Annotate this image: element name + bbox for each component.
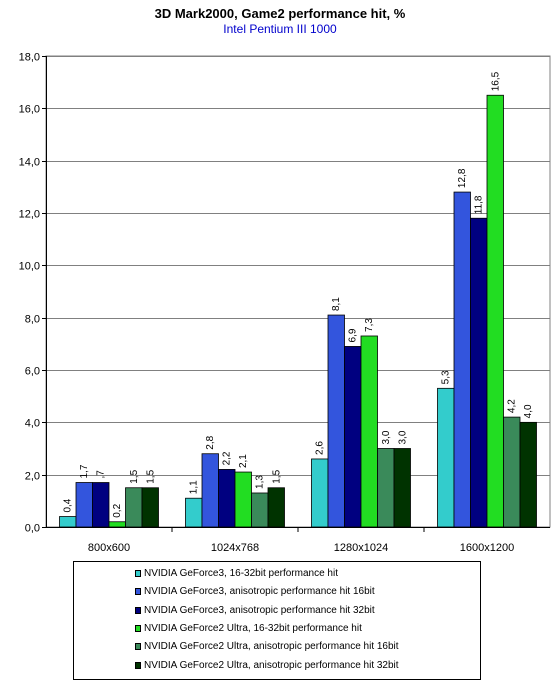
y-tick-label: 6,0 [25,366,40,378]
data-label: 2,2 [222,451,233,465]
data-label: 11,8 [474,195,485,214]
legend-item: NVIDIA GeForce2 Ultra, anisotropic perfo… [135,658,399,674]
chart-legend: NVIDIA GeForce3, 16-32bit performance hi… [73,561,481,680]
data-label: 4,0 [523,404,534,418]
bar [393,448,411,528]
bar [470,217,488,528]
data-label: 1,5 [271,469,282,483]
bar [360,335,378,528]
y-tick-label: 2,0 [25,471,40,483]
legend-item: NVIDIA GeForce3, anisotropic performance… [135,584,375,600]
data-label: 1,5 [129,469,140,483]
data-label: 1,5 [145,469,156,483]
legend-label: NVIDIA GeForce2 Ultra, 16-32bit performa… [144,622,362,634]
legend-label: NVIDIA GeForce3, anisotropic performance… [144,586,375,598]
bar [503,416,521,528]
y-tick-label: 4,0 [25,418,40,430]
data-label: 8,1 [331,297,342,311]
x-tick-label: 1600x1200 [460,542,514,554]
legend-swatch [135,643,141,651]
bar [218,469,236,528]
legend-label: NVIDIA GeForce3, 16-32bit performance hi… [144,568,338,579]
legend-swatch [135,588,141,596]
bar [519,421,537,528]
legend-item: NVIDIA GeForce3, anisotropic performance… [135,603,375,619]
data-label: 7,3 [364,318,375,332]
legend-swatch [135,661,141,669]
bar [344,346,362,528]
legend-label: NVIDIA GeForce3, anisotropic performance… [144,604,375,616]
legend-label: NVIDIA GeForce2 Ultra, anisotropic perfo… [144,659,399,671]
data-label: 3,0 [381,430,392,444]
bar [453,191,471,528]
data-label: 1,1 [189,480,200,494]
data-label: 2,8 [205,435,216,449]
legend-swatch [135,624,141,632]
legend-item: NVIDIA GeForce2 Ultra, 16-32bit performa… [135,621,362,637]
legend-item: NVIDIA GeForce3, 16-32bit performance hi… [135,566,338,582]
bar [437,387,455,528]
x-tick-label: 1280x1024 [334,542,388,554]
bar [92,482,110,528]
y-tick-label: 8,0 [25,314,40,326]
bar [75,482,93,528]
data-label: 0,2 [112,503,123,517]
bar [311,458,329,528]
legend-swatch [135,606,141,614]
bar [486,94,504,528]
y-tick-label: 18,0 [19,52,40,64]
data-label: 5,3 [441,370,452,384]
data-label: 2,6 [315,441,326,455]
bar [267,487,285,528]
bar-chart: 0,0 2,0 4,0 6,0 8,0 10,0 12,0 14,0 16,0 18,0 0,4 1,… [19,52,551,554]
bar [59,516,77,528]
data-label: 16,5 [490,71,501,91]
bar [125,487,143,528]
y-tick-label: 14,0 [19,157,40,169]
bar [141,487,159,528]
legend-label: NVIDIA GeForce2 Ultra, anisotropic perfo… [144,641,399,653]
y-tick-label: 10,0 [19,261,40,273]
bar [108,521,126,528]
bar [234,471,252,528]
data-label: 1,3 [255,475,266,489]
data-label: ,7 [96,470,107,479]
data-label: 2,1 [238,454,249,468]
bar [377,448,395,528]
data-label: 12,8 [457,168,468,188]
y-tick-label: 12,0 [19,209,40,221]
chart-title: 3D Mark2000, Game2 performance hit, % [154,6,406,21]
bar [201,453,219,528]
bar [251,492,269,528]
legend-swatch [135,570,141,577]
x-tick-label: 800x600 [88,542,130,554]
data-label: 0,4 [63,498,74,512]
bar [327,314,345,528]
y-tick-label: 16,0 [19,104,40,116]
data-label: 3,0 [397,430,408,444]
x-tick-label: 1024x768 [211,542,259,554]
bar [185,497,203,528]
chart-subtitle: Intel Pentium III 1000 [223,22,337,36]
data-label: 1,7 [79,464,90,478]
y-tick-label: 0,0 [25,523,40,535]
data-label: 6,9 [348,328,359,342]
legend-item: NVIDIA GeForce2 Ultra, anisotropic perfo… [135,639,399,655]
data-label: 4,2 [507,399,518,413]
